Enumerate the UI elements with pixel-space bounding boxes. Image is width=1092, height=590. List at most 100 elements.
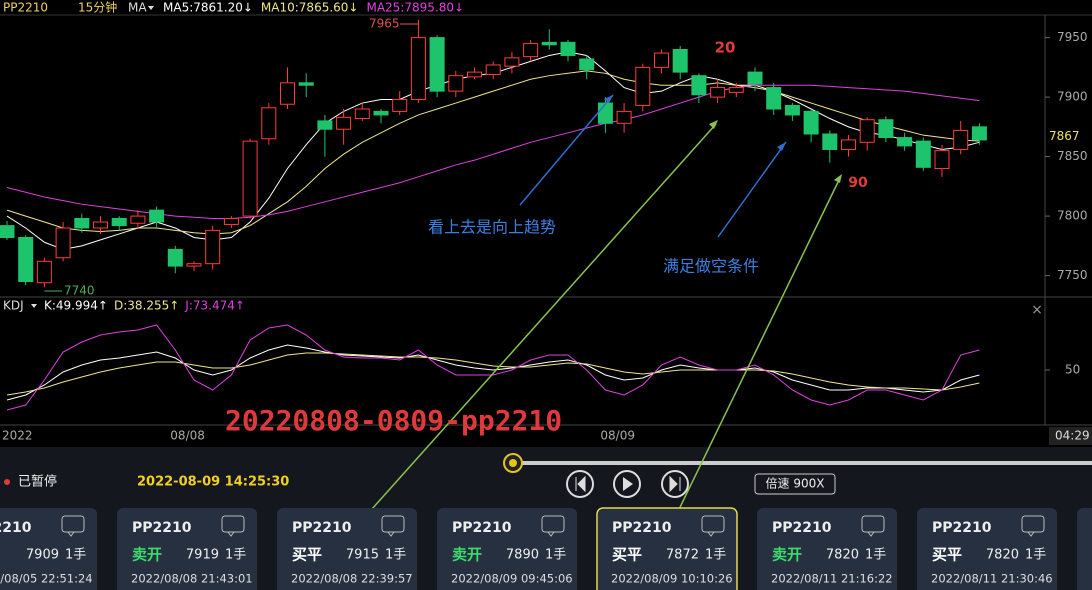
arrow-head bbox=[604, 95, 613, 103]
close-icon[interactable]: × bbox=[1031, 302, 1043, 318]
y-tick-label: 7800 bbox=[1057, 209, 1088, 223]
candle-body bbox=[392, 98, 408, 112]
candle-body bbox=[878, 119, 894, 139]
card-qty: 1手 bbox=[65, 548, 86, 563]
card-qty: 1手 bbox=[705, 548, 726, 563]
status-dot bbox=[4, 479, 10, 485]
candle-body bbox=[93, 221, 108, 229]
y-tick-label: 7900 bbox=[1057, 90, 1088, 104]
chat-icon bbox=[861, 515, 885, 533]
current-price: 7867 bbox=[1049, 129, 1080, 143]
candle-body bbox=[841, 139, 856, 150]
trade-card[interactable]: PP2210 卖开 7919 1手 2022/08/08 21:43:01 bbox=[117, 508, 257, 590]
card-qty: 1手 bbox=[385, 548, 406, 563]
candle-body bbox=[373, 110, 389, 116]
candle-body bbox=[74, 217, 90, 229]
candle-body bbox=[784, 104, 800, 116]
trade-card[interactable]: PP2210 买平 7915 1手 2022/08/08 22:39:57 bbox=[277, 508, 417, 590]
card-bg bbox=[0, 508, 97, 590]
candle-body bbox=[971, 126, 987, 141]
ma-line bbox=[6, 70, 980, 235]
legend-entry: MA5:7861.20↓ bbox=[163, 1, 253, 15]
arrow-head bbox=[709, 120, 718, 129]
candle-body bbox=[672, 49, 688, 73]
chat-icon bbox=[381, 515, 405, 533]
kdj-line bbox=[6, 352, 980, 396]
card-price: 7820 bbox=[826, 548, 859, 563]
symbol: PP2210 bbox=[3, 1, 48, 15]
annotation: 20 bbox=[715, 39, 736, 57]
prev-button[interactable] bbox=[566, 470, 594, 498]
candle-body bbox=[747, 71, 763, 85]
candle-body bbox=[710, 87, 726, 98]
blue-arrow bbox=[717, 141, 787, 238]
candle-body bbox=[579, 58, 595, 71]
card-symbol: PP2210 bbox=[452, 520, 512, 536]
candle-body bbox=[691, 75, 707, 96]
chat-icon bbox=[701, 515, 725, 533]
candle-body bbox=[859, 119, 875, 143]
candle-body bbox=[822, 133, 838, 150]
annotation: 满足做空条件 bbox=[663, 257, 759, 276]
card-symbol: PP2210 bbox=[612, 520, 672, 536]
trade-card[interactable]: PP2210 7909 1手 2022/08/05 22:51:24 bbox=[0, 508, 97, 590]
next-button[interactable] bbox=[661, 470, 689, 498]
card-action: 买平 bbox=[612, 546, 642, 564]
speed-box[interactable] bbox=[754, 473, 836, 495]
candle-body bbox=[223, 217, 239, 225]
candle-body bbox=[111, 217, 127, 227]
candle-body bbox=[448, 75, 464, 92]
chat-icon-tail bbox=[1027, 531, 1035, 537]
card-time: 2022/08/08 22:39:57 bbox=[291, 572, 413, 586]
next-icon bbox=[669, 475, 681, 493]
candle-body bbox=[635, 66, 651, 106]
candle-body bbox=[167, 248, 183, 267]
legend-entry: D:38.255↑ bbox=[114, 299, 179, 313]
card-price: 7909 bbox=[26, 548, 59, 563]
card-symbol: PP2210 bbox=[772, 520, 832, 536]
trade-card[interactable]: PP2210 买平 7872 1手 2022/08/09 10:10:26 bbox=[596, 507, 738, 590]
y-tick-label: 7750 bbox=[1057, 268, 1088, 282]
candle-body bbox=[766, 87, 782, 110]
trade-card[interactable]: PP2210 买平 7820 1手 2022/08/11 21:30:46 bbox=[917, 508, 1057, 590]
chat-icon bbox=[1021, 515, 1045, 533]
candle-body bbox=[467, 71, 482, 78]
indicator: MA bbox=[128, 1, 147, 15]
progress-knob-dot bbox=[509, 459, 517, 467]
annotation: 看上去是向上趋势 bbox=[428, 218, 556, 237]
chat-icon bbox=[221, 515, 245, 533]
chat-icon-tail bbox=[387, 531, 395, 537]
cursor-time: 04:29 bbox=[1055, 429, 1090, 443]
prev-icon bbox=[575, 475, 586, 493]
candle-body bbox=[485, 64, 501, 75]
candle-body bbox=[298, 82, 314, 86]
candle-body bbox=[36, 260, 52, 284]
card-action: 买平 bbox=[932, 546, 962, 564]
card-time: 2022/08/09 10:10:26 bbox=[611, 572, 733, 586]
trade-card[interactable]: PP2210 卖开 7890 1手 2022/08/09 09:45:06 bbox=[437, 508, 577, 590]
card-symbol: PP2210 bbox=[932, 520, 992, 536]
candle-body bbox=[504, 57, 520, 67]
legend-entry: MA10:7865.60↓ bbox=[261, 1, 359, 15]
y-tick-label: 7850 bbox=[1057, 149, 1088, 163]
playback-datetime: 2022-08-09 14:25:30 bbox=[137, 475, 289, 490]
candle-body bbox=[541, 41, 557, 46]
play-icon bbox=[623, 477, 633, 491]
card-bg bbox=[1077, 508, 1092, 590]
annotation-arrows bbox=[354, 94, 842, 533]
card-price: 7820 bbox=[986, 548, 1019, 563]
legend-entry: K:49.994↑ bbox=[44, 299, 108, 313]
candle-body bbox=[560, 41, 576, 56]
trade-card[interactable]: PP2210 卖开 7820 1手 2022/08/11 21:16:22 bbox=[757, 508, 897, 590]
x-tick-label: 08/08 bbox=[170, 429, 205, 443]
legend-entry: MA25:7895.80↓ bbox=[366, 1, 464, 15]
candle-body bbox=[354, 108, 370, 120]
play-button[interactable] bbox=[613, 470, 641, 498]
candle-body bbox=[205, 229, 221, 265]
high-label: 7965 bbox=[369, 17, 400, 31]
card-action: 卖开 bbox=[772, 546, 802, 564]
candle-body bbox=[597, 102, 613, 124]
card-price: 7919 bbox=[186, 548, 219, 563]
